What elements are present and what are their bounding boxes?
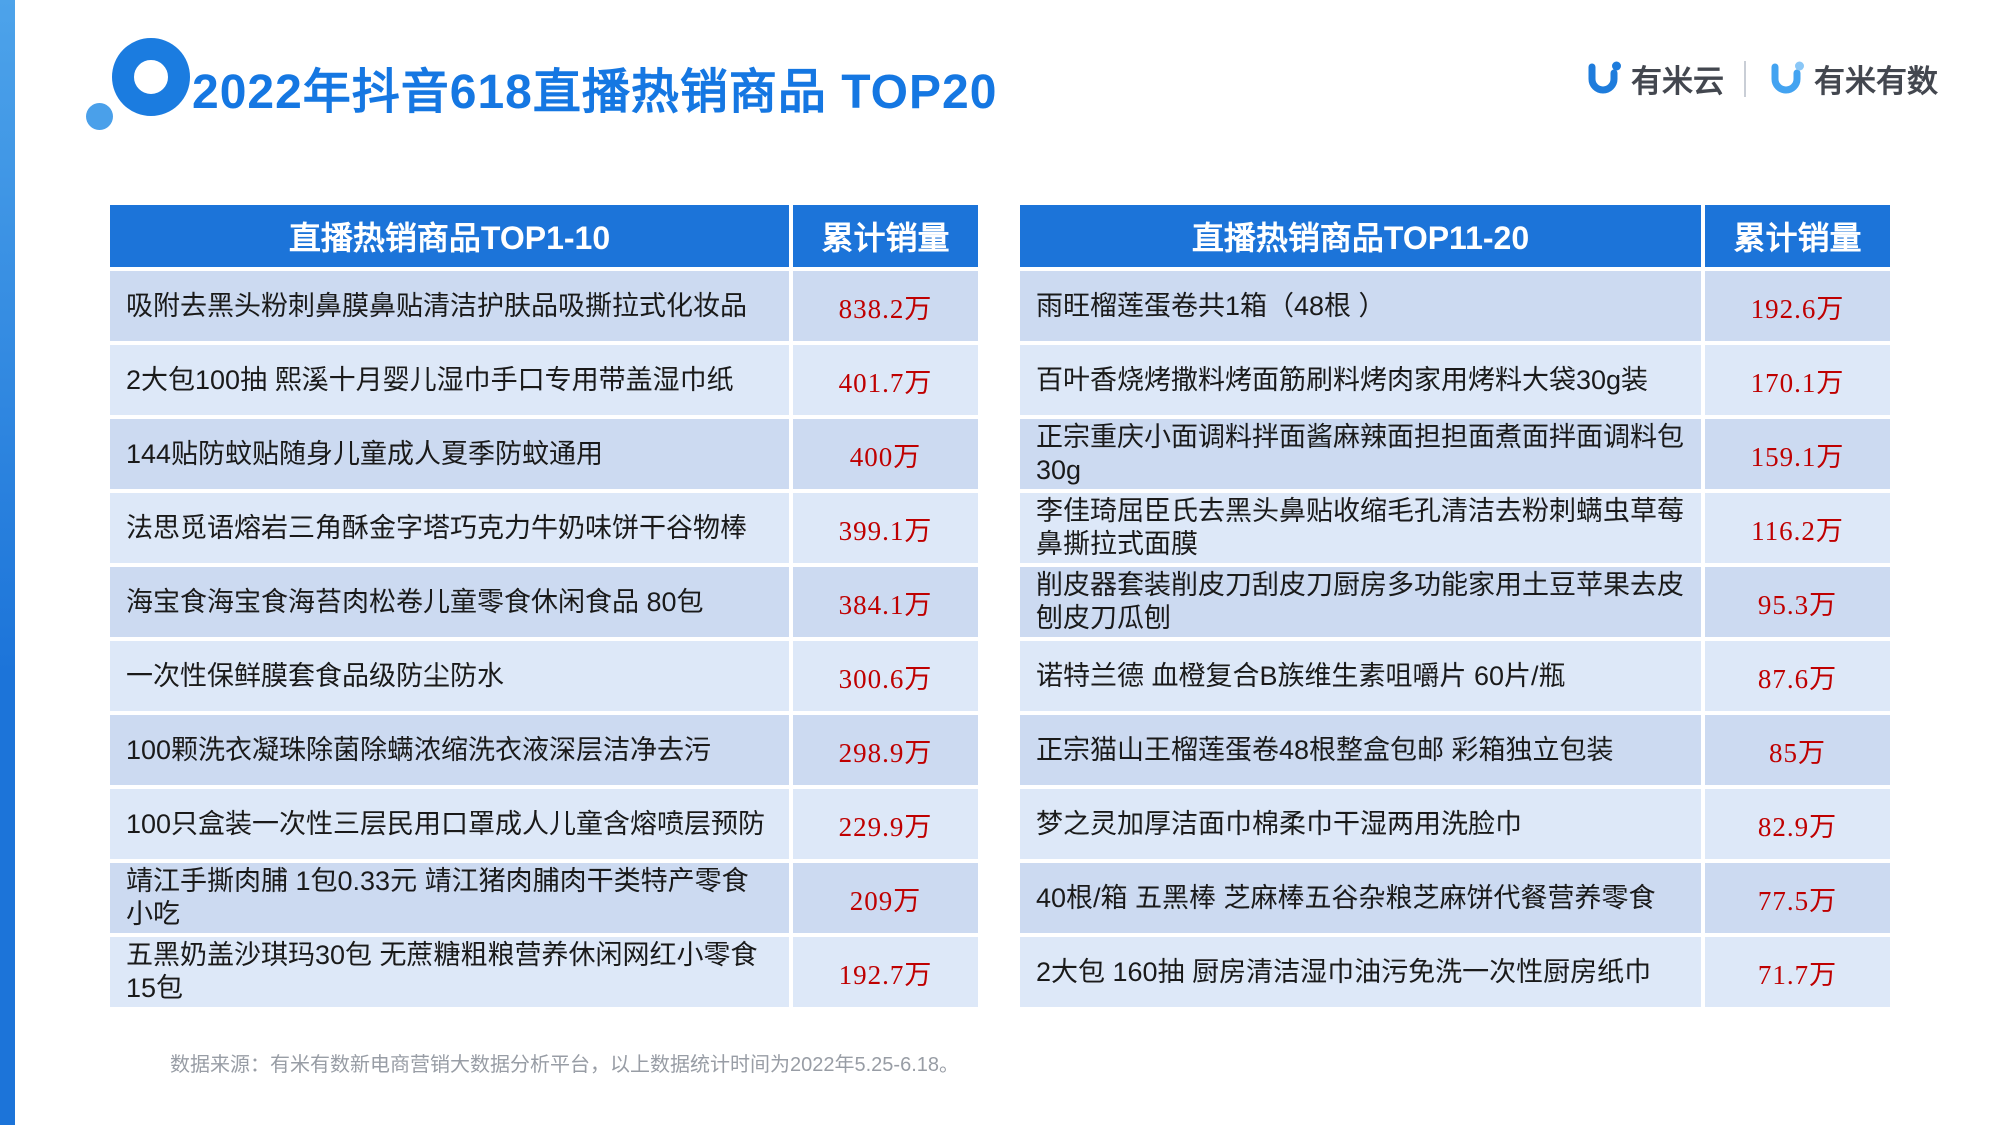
sales-column-header: 累计销量	[793, 205, 978, 267]
table-row: 百叶香烧烤撒料烤面筋刷料烤肉家用烤料大袋30g装 170.1万	[1020, 345, 1890, 415]
product-name-cell: 雨旺榴莲蛋卷共1箱（48根 ）	[1020, 271, 1701, 341]
sales-value-cell: 192.6万	[1705, 271, 1890, 341]
sales-value-cell: 77.5万	[1705, 863, 1890, 933]
u-dot-icon	[1588, 61, 1621, 93]
sales-value-cell: 82.9万	[1705, 789, 1890, 859]
left-accent-bar	[0, 0, 15, 1125]
table-row: 海宝食海宝食海苔肉松卷儿童零食休闲食品 80包 384.1万	[110, 567, 978, 637]
sales-value-cell: 384.1万	[793, 567, 978, 637]
product-name-cell: 144贴防蚊贴随身儿童成人夏季防蚊通用	[110, 419, 789, 489]
brand-youmiyun: 有米云	[1583, 56, 1724, 101]
product-name-cell: 2大包 160抽 厨房清洁湿巾油污免洗一次性厨房纸巾	[1020, 937, 1701, 1007]
data-source-note: 数据来源：有米有数新电商营销大数据分析平台，以上数据统计时间为2022年5.25…	[170, 1054, 960, 1076]
product-name-cell: 正宗猫山王榴莲蛋卷48根整盒包邮 彩箱独立包装	[1020, 715, 1701, 785]
product-name-cell: 法思觅语熔岩三角酥金字塔巧克力牛奶味饼干谷物棒	[110, 493, 789, 563]
table-row: 正宗猫山王榴莲蛋卷48根整盒包邮 彩箱独立包装 85万	[1020, 715, 1890, 785]
table-row: 法思觅语熔岩三角酥金字塔巧克力牛奶味饼干谷物棒 399.1万	[110, 493, 978, 563]
table-row: 雨旺榴莲蛋卷共1箱（48根 ） 192.6万	[1020, 271, 1890, 341]
product-name-cell: 削皮器套装削皮刀刮皮刀厨房多功能家用土豆苹果去皮刨皮刀瓜刨	[1020, 567, 1701, 637]
table-row: 40根/箱 五黑棒 芝麻棒五谷杂粮芝麻饼代餐营养零食 77.5万	[1020, 863, 1890, 933]
sales-value-cell: 71.7万	[1705, 937, 1890, 1007]
table-row: 吸附去黑头粉刺鼻膜鼻贴清洁护肤品吸撕拉式化妆品 838.2万	[110, 271, 978, 341]
product-name-cell: 李佳琦屈臣氏去黑头鼻贴收缩毛孔清洁去粉刺螨虫草莓鼻撕拉式面膜	[1020, 493, 1701, 563]
product-name-cell: 诺特兰德 血橙复合B族维生素咀嚼片 60片/瓶	[1020, 641, 1701, 711]
product-name-cell: 梦之灵加厚洁面巾棉柔巾干湿两用洗脸巾	[1020, 789, 1701, 859]
brand-logos: 有米云 有米有数	[1583, 56, 1938, 101]
product-name-cell: 100颗洗衣凝珠除菌除螨浓缩洗衣液深层洁净去污	[110, 715, 789, 785]
sales-value-cell: 300.6万	[793, 641, 978, 711]
product-name-cell: 靖江手撕肉脯 1包0.33元 靖江猪肉脯肉干类特产零食小吃	[110, 863, 789, 933]
sales-value-cell: 209万	[793, 863, 978, 933]
table-row: 诺特兰德 血橙复合B族维生素咀嚼片 60片/瓶 87.6万	[1020, 641, 1890, 711]
table-header: 直播热销商品TOP1-10 累计销量	[110, 205, 978, 267]
product-name-cell: 吸附去黑头粉刺鼻膜鼻贴清洁护肤品吸撕拉式化妆品	[110, 271, 789, 341]
product-name-cell: 100只盒装一次性三层民用口罩成人儿童含熔喷层预防	[110, 789, 789, 859]
table-title-top1-10: 直播热销商品TOP1-10	[110, 205, 789, 267]
table-body: 雨旺榴莲蛋卷共1箱（48根 ） 192.6万 百叶香烧烤撒料烤面筋刷料烤肉家用烤料大…	[1020, 271, 1890, 1007]
brand-divider	[1744, 60, 1746, 97]
table-top1-10: 直播热销商品TOP1-10 累计销量 吸附去黑头粉刺鼻膜鼻贴清洁护肤品吸撕拉式化…	[110, 205, 978, 1007]
table-row: 李佳琦屈臣氏去黑头鼻贴收缩毛孔清洁去粉刺螨虫草莓鼻撕拉式面膜 116.2万	[1020, 493, 1890, 563]
sales-value-cell: 116.2万	[1705, 493, 1890, 563]
table-row: 削皮器套装削皮刀刮皮刀厨房多功能家用土豆苹果去皮刨皮刀瓜刨 95.3万	[1020, 567, 1890, 637]
sales-value-cell: 192.7万	[793, 937, 978, 1007]
brand-youmiyun-label: 有米云	[1631, 64, 1724, 99]
sales-value-cell: 95.3万	[1705, 567, 1890, 637]
sales-value-cell: 399.1万	[793, 493, 978, 563]
u-dot-icon	[1771, 61, 1804, 93]
sales-value-cell: 400万	[793, 419, 978, 489]
product-name-cell: 五黑奶盖沙琪玛30包 无蔗糖粗粮营养休闲网红小零食15包	[110, 937, 789, 1007]
circles-logo	[86, 38, 190, 134]
table-row: 靖江手撕肉脯 1包0.33元 靖江猪肉脯肉干类特产零食小吃 209万	[110, 863, 978, 933]
product-name-cell: 海宝食海宝食海苔肉松卷儿童零食休闲食品 80包	[110, 567, 789, 637]
table-row: 144贴防蚊贴随身儿童成人夏季防蚊通用 400万	[110, 419, 978, 489]
table-row: 一次性保鲜膜套食品级防尘防水 300.6万	[110, 641, 978, 711]
sales-value-cell: 87.6万	[1705, 641, 1890, 711]
sales-value-cell: 229.9万	[793, 789, 978, 859]
table-row: 五黑奶盖沙琪玛30包 无蔗糖粗粮营养休闲网红小零食15包 192.7万	[110, 937, 978, 1007]
table-top11-20: 直播热销商品TOP11-20 累计销量 雨旺榴莲蛋卷共1箱（48根 ） 192.6…	[1020, 205, 1890, 1007]
table-row: 100颗洗衣凝珠除菌除螨浓缩洗衣液深层洁净去污 298.9万	[110, 715, 978, 785]
sales-value-cell: 159.1万	[1705, 419, 1890, 489]
sales-value-cell: 401.7万	[793, 345, 978, 415]
sales-value-cell: 170.1万	[1705, 345, 1890, 415]
logo-ring-icon	[112, 38, 190, 116]
brand-youmiyoushu: 有米有数	[1766, 56, 1938, 101]
table-row: 2大包 160抽 厨房清洁湿巾油污免洗一次性厨房纸巾 71.7万	[1020, 937, 1890, 1007]
brand-youmiyoushu-label: 有米有数	[1814, 64, 1938, 99]
product-name-cell: 百叶香烧烤撒料烤面筋刷料烤肉家用烤料大袋30g装	[1020, 345, 1701, 415]
product-name-cell: 一次性保鲜膜套食品级防尘防水	[110, 641, 789, 711]
table-row: 100只盒装一次性三层民用口罩成人儿童含熔喷层预防 229.9万	[110, 789, 978, 859]
table-row: 正宗重庆小面调料拌面酱麻辣面担担面煮面拌面调料包30g 159.1万	[1020, 419, 1890, 489]
sales-value-cell: 838.2万	[793, 271, 978, 341]
product-name-cell: 正宗重庆小面调料拌面酱麻辣面担担面煮面拌面调料包30g	[1020, 419, 1701, 489]
sales-column-header: 累计销量	[1705, 205, 1890, 267]
table-header: 直播热销商品TOP11-20 累计销量	[1020, 205, 1890, 267]
table-row: 梦之灵加厚洁面巾棉柔巾干湿两用洗脸巾 82.9万	[1020, 789, 1890, 859]
product-name-cell: 40根/箱 五黑棒 芝麻棒五谷杂粮芝麻饼代餐营养零食	[1020, 863, 1701, 933]
table-title-top11-20: 直播热销商品TOP11-20	[1020, 205, 1701, 267]
logo-dot-icon	[86, 103, 113, 130]
sales-value-cell: 85万	[1705, 715, 1890, 785]
table-row: 2大包100抽 熙溪十月婴儿湿巾手口专用带盖湿巾纸 401.7万	[110, 345, 978, 415]
table-body: 吸附去黑头粉刺鼻膜鼻贴清洁护肤品吸撕拉式化妆品 838.2万 2大包100抽 熙溪十…	[110, 271, 978, 1007]
product-name-cell: 2大包100抽 熙溪十月婴儿湿巾手口专用带盖湿巾纸	[110, 345, 789, 415]
page-title: 2022年抖音618直播热销商品 TOP20	[192, 66, 998, 119]
sales-value-cell: 298.9万	[793, 715, 978, 785]
